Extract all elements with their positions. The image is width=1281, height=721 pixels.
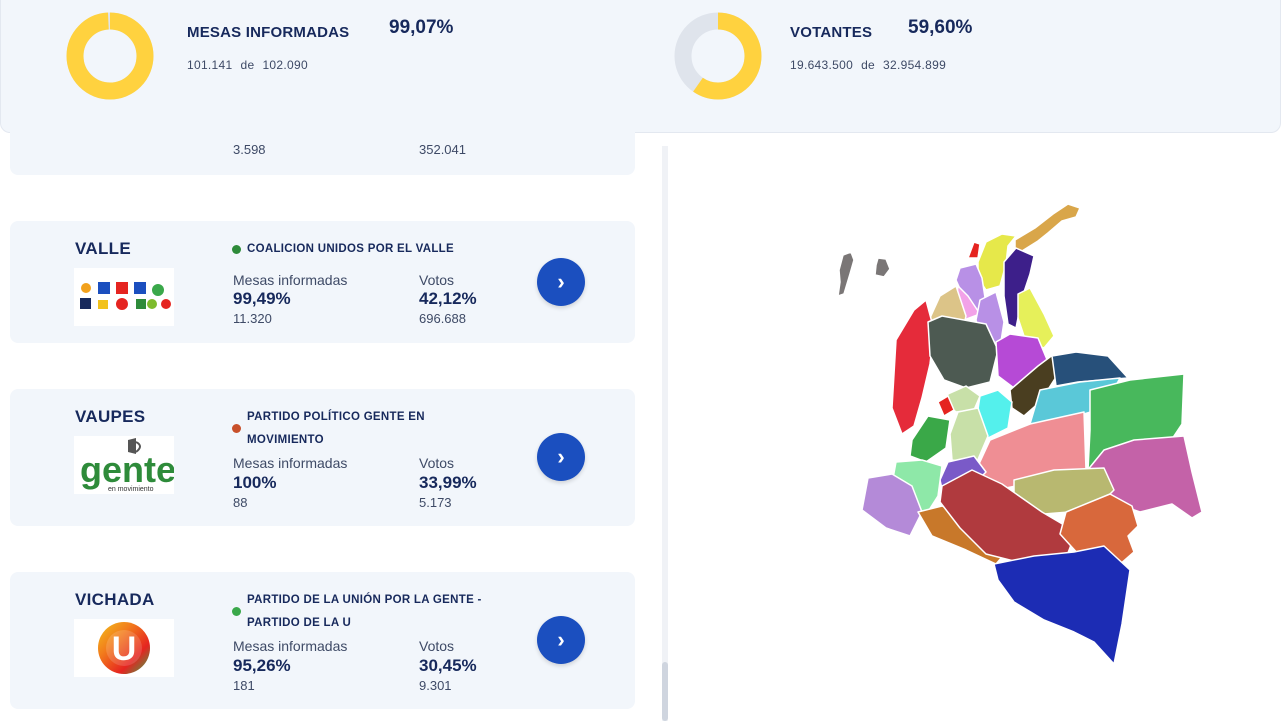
- votantes-reported: 19.643.500: [790, 58, 854, 72]
- coalition-logos: [74, 268, 174, 326]
- votos-label: Votos: [419, 638, 455, 654]
- winning-party: COALICION UNIDOS POR EL VALLE: [247, 238, 507, 261]
- department-card-valle: VALLE COALICION UNIDOS POR EL VALLE Mesa…: [10, 221, 635, 343]
- votos-percent: 42,12%: [419, 289, 477, 308]
- party-logo-gente-en-movimiento: gente en movimiento: [74, 436, 174, 494]
- view-department-button[interactable]: ›: [537, 433, 585, 481]
- region-san-andres[interactable]: [837, 251, 855, 297]
- votos-label: Votos: [419, 455, 455, 471]
- mesas-count: 11.320: [233, 311, 272, 326]
- mesas-connector: de: [240, 58, 255, 72]
- mesas-donut-chart: [66, 12, 154, 100]
- chevron-right-icon: ›: [557, 269, 565, 294]
- department-card-partial: 3.598 352.041: [10, 132, 635, 175]
- mesas-count: 101.141 de 102.090: [187, 58, 308, 72]
- mesas-percent: 99,07%: [389, 17, 454, 38]
- mesas-label: Mesas informadas: [233, 638, 348, 654]
- party-logo-partido-de-la-u: U: [74, 619, 174, 677]
- logo-subtext: en movimiento: [108, 486, 154, 493]
- department-name: VALLE: [75, 239, 131, 258]
- party-color-dot: [232, 607, 241, 616]
- region-arauca[interactable]: [1051, 351, 1129, 387]
- mesas-percent: 95,26%: [233, 656, 291, 675]
- mesas-label: Mesas informadas: [233, 272, 348, 288]
- mesas-total: 102.090: [262, 58, 308, 72]
- view-department-button[interactable]: ›: [537, 258, 585, 306]
- mesas-label: Mesas informadas: [233, 455, 348, 471]
- votantes-donut-fill: [674, 12, 762, 100]
- votos-percent: 33,99%: [419, 473, 477, 492]
- party-name-line: MOVIMIENTO: [247, 434, 324, 446]
- votos-count: 352.041: [419, 142, 466, 157]
- winning-party: PARTIDO POLÍTICO GENTE EN MOVIMIENTO: [247, 406, 507, 452]
- department-name: VICHADA: [75, 590, 155, 609]
- party-name-line: PARTIDO DE LA U: [247, 617, 352, 629]
- votos-count: 696.688: [419, 311, 466, 326]
- list-scrollbar-track[interactable]: [662, 146, 668, 721]
- party-name-line: PARTIDO DE LA UNIÓN POR LA GENTE -: [247, 594, 482, 606]
- region-providencia[interactable]: [874, 257, 891, 278]
- chevron-right-icon: ›: [557, 444, 565, 469]
- department-results-list[interactable]: 3.598 352.041 VALLE COALICION UNIDOS POR…: [0, 132, 660, 721]
- votantes-title: VOTANTES: [790, 24, 873, 41]
- votos-count: 9.301: [419, 678, 452, 693]
- colombia-department-map[interactable]: [670, 140, 1281, 721]
- party-color-dot: [232, 245, 241, 254]
- mesas-donut-fill: [66, 12, 154, 100]
- party-color-dot: [232, 424, 241, 433]
- votantes-connector: de: [861, 58, 876, 72]
- view-department-button[interactable]: ›: [537, 616, 585, 664]
- region-atlantico[interactable]: [967, 241, 981, 259]
- mesas-title: MESAS INFORMADAS: [187, 24, 350, 41]
- logo-text: U: [112, 630, 137, 668]
- region-valle[interactable]: [909, 415, 951, 463]
- region-antioquia[interactable]: [927, 315, 999, 389]
- mesas-percent: 100%: [233, 473, 277, 492]
- region-la-guajira[interactable]: [1014, 203, 1081, 252]
- votantes-count: 19.643.500 de 32.954.899: [790, 58, 946, 72]
- winning-party: PARTIDO DE LA UNIÓN POR LA GENTE - PARTI…: [247, 589, 507, 635]
- mesas-count: 3.598: [233, 142, 266, 157]
- votantes-total: 32.954.899: [883, 58, 947, 72]
- mesas-count: 181: [233, 678, 255, 693]
- votos-count: 5.173: [419, 495, 452, 510]
- results-summary-bar: MESAS INFORMADAS 99,07% 101.141 de 102.090…: [0, 0, 1281, 133]
- list-scrollbar-thumb[interactable]: [662, 662, 668, 721]
- votos-label: Votos: [419, 272, 455, 288]
- region-narino[interactable]: [861, 473, 923, 537]
- region-norte-santander[interactable]: [1017, 287, 1055, 349]
- department-card-vaupes: VAUPES gente en movimiento PARTIDO POLÍT…: [10, 389, 635, 526]
- votantes-donut-chart: [674, 12, 762, 100]
- votantes-percent: 59,60%: [908, 17, 973, 38]
- department-card-vichada: VICHADA U PARTIDO DE LA UNIÓN POR LA GEN…: [10, 572, 635, 709]
- party-name-line: PARTIDO POLÍTICO GENTE EN: [247, 411, 425, 423]
- party-name-line: COALICION UNIDOS POR EL VALLE: [247, 243, 454, 255]
- mesas-percent: 99,49%: [233, 289, 291, 308]
- mesas-reported: 101.141: [187, 58, 233, 72]
- region-amazonas[interactable]: [993, 545, 1131, 665]
- region-choco[interactable]: [891, 299, 935, 435]
- votos-percent: 30,45%: [419, 656, 477, 675]
- region-vaupes[interactable]: [1059, 493, 1139, 567]
- chevron-right-icon: ›: [557, 627, 565, 652]
- region-risaralda[interactable]: [937, 395, 955, 417]
- mesas-count: 88: [233, 495, 248, 510]
- department-name: VAUPES: [75, 407, 146, 426]
- logo-text: gente: [80, 449, 174, 490]
